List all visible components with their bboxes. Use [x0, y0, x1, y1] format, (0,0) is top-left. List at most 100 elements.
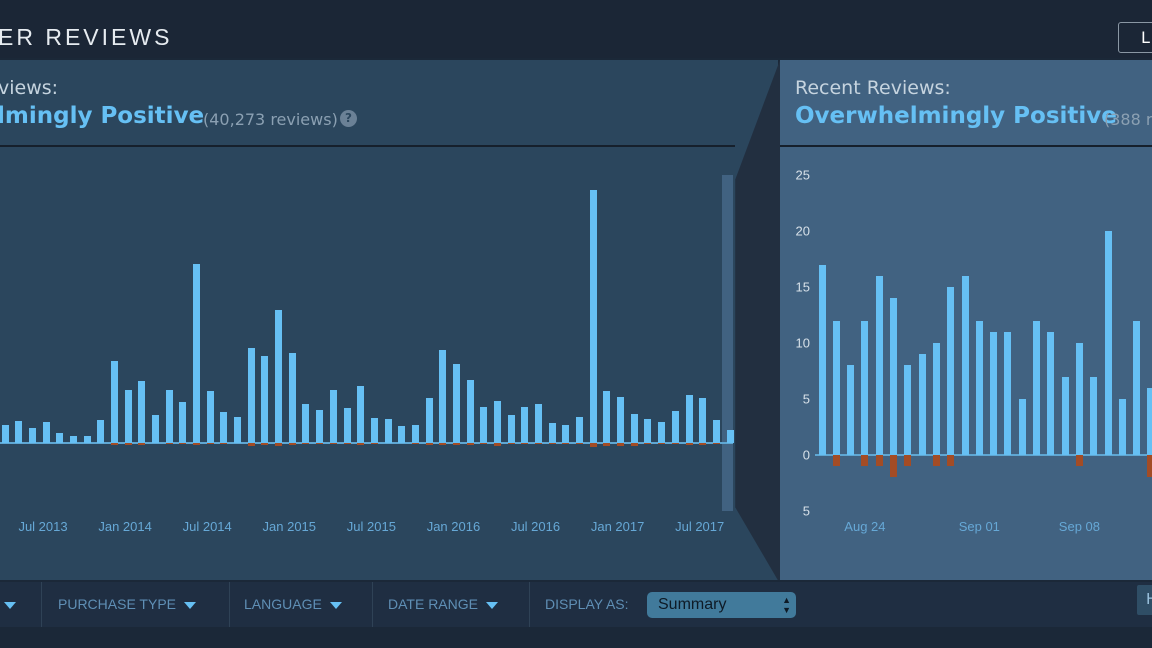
filter-first[interactable] — [0, 582, 16, 627]
overall-negative-bar — [261, 443, 269, 445]
overall-positive-bar — [206, 391, 214, 443]
overall-x-tick: Jan 2015 — [262, 519, 317, 534]
filter-language[interactable]: LANGUAGE — [244, 582, 342, 627]
overall-rating[interactable]: lmingly Positive — [0, 103, 205, 129]
divider — [780, 145, 1152, 147]
recent-positive-bar — [904, 365, 912, 455]
overall-negative-bar — [425, 443, 433, 445]
overall-positive-bar — [151, 415, 159, 443]
overall-positive-bar — [398, 426, 406, 443]
display-as-select[interactable]: Summary ▲ ▼ — [647, 592, 796, 618]
overall-negative-bar — [138, 443, 146, 445]
filter-purchase-type[interactable]: PURCHASE TYPE — [58, 582, 196, 627]
overall-positive-bar — [275, 310, 283, 443]
overall-positive-bar — [425, 398, 433, 443]
recent-y-tick: 5 — [802, 503, 810, 519]
overall-positive-bar — [343, 408, 351, 443]
overall-x-tick: Jan 2016 — [426, 519, 481, 534]
overall-positive-bar — [165, 390, 173, 443]
overall-positive-bar — [548, 423, 556, 443]
range-selector-handle[interactable] — [722, 175, 733, 511]
overall-negative-bar — [316, 443, 324, 444]
overall-baseline — [0, 442, 733, 444]
recent-positive-bar — [1047, 331, 1055, 455]
overall-positive-bar — [28, 428, 36, 443]
overall-positive-bar — [699, 398, 707, 443]
overall-positive-bar — [179, 402, 187, 443]
overall-negative-bar — [247, 443, 255, 446]
overall-positive-bar — [712, 420, 720, 443]
overall-negative-bar — [712, 443, 720, 444]
overall-positive-bar — [384, 419, 392, 443]
overall-positive-bar — [316, 410, 324, 443]
overall-positive-bar — [452, 364, 460, 443]
display-as-label: DISPLAY AS: — [545, 596, 629, 612]
recent-positive-bar — [1118, 399, 1126, 455]
recent-positive-bar — [832, 320, 840, 455]
overall-negative-bar — [521, 443, 529, 444]
overall-positive-bar — [493, 401, 501, 443]
overall-negative-bar — [439, 443, 447, 445]
recent-positive-bar — [1061, 376, 1069, 455]
recent-positive-bar — [847, 365, 855, 455]
overall-positive-bar — [69, 436, 77, 443]
overall-positive-bar — [288, 353, 296, 443]
dropdown-arrow-icon — [4, 601, 16, 609]
overall-positive-bar — [630, 414, 638, 443]
overall-negative-bar — [357, 443, 365, 445]
overall-positive-bar — [685, 395, 693, 443]
recent-negative-bar — [832, 455, 840, 467]
recent-positive-bar — [1033, 320, 1040, 455]
overall-positive-bar — [234, 417, 242, 443]
overall-negative-bar — [220, 443, 228, 444]
recent-rating[interactable]: Overwhelmingly Positive — [795, 103, 1117, 129]
separator — [41, 582, 42, 627]
overall-negative-bar — [548, 443, 556, 444]
overall-positive-bar — [110, 361, 118, 443]
header-button[interactable]: L — [1118, 22, 1152, 53]
dropdown-arrow-icon — [184, 601, 196, 609]
filter-label: DATE RANGE — [388, 596, 478, 612]
overall-positive-bar — [370, 418, 378, 443]
overall-positive-bar — [357, 386, 365, 443]
filter-label: PURCHASE TYPE — [58, 596, 176, 612]
h-button[interactable]: H — [1137, 585, 1152, 615]
overall-negative-bar — [562, 443, 570, 444]
overall-positive-bar — [302, 404, 310, 443]
overall-positive-bar — [726, 430, 734, 443]
overall-x-tick: Jul 2014 — [182, 519, 232, 534]
overall-negative-bar — [658, 443, 666, 444]
overall-negative-bar — [685, 443, 693, 445]
separator — [229, 582, 230, 627]
overall-negative-bar — [179, 443, 187, 444]
overall-negative-bar — [343, 443, 351, 444]
overall-positive-bar — [97, 420, 105, 443]
overall-positive-bar — [261, 356, 269, 443]
overall-positive-bar — [56, 433, 64, 443]
overall-negative-bar — [370, 443, 378, 444]
separator — [529, 582, 530, 627]
overall-x-tick: Jul 2017 — [675, 519, 725, 534]
overall-positive-bar — [507, 415, 515, 443]
recent-negative-bar — [904, 455, 912, 467]
divider — [0, 145, 735, 147]
display-value: Summary — [658, 596, 727, 613]
overall-negative-bar — [165, 443, 173, 444]
overall-positive-bar — [138, 381, 146, 443]
recent-x-tick: Sep 01 — [958, 519, 1000, 534]
overall-negative-bar — [193, 443, 201, 445]
recent-positive-bar — [990, 331, 998, 455]
overall-negative-bar — [329, 443, 337, 444]
recent-baseline — [815, 454, 1152, 456]
overall-positive-bar — [521, 407, 529, 443]
updown-arrows-icon: ▲ ▼ — [782, 595, 791, 615]
recent-negative-bar — [947, 455, 955, 467]
overall-reviews-panel — [0, 60, 778, 580]
help-icon[interactable]: ? — [340, 110, 357, 127]
filter-date-range[interactable]: DATE RANGE — [388, 582, 498, 627]
overall-positive-bar — [671, 411, 679, 443]
dropdown-arrow-icon — [329, 601, 342, 609]
recent-positive-bar — [875, 275, 883, 455]
overall-negative-bar — [507, 443, 515, 444]
overall-negative-bar — [288, 443, 296, 445]
